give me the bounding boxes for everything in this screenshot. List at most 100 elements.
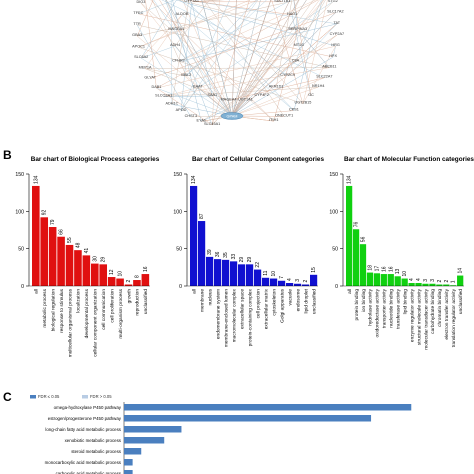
- network-edge: [185, 0, 293, 16]
- category-label: enzyme regulator activity: [409, 288, 415, 342]
- data-label: 76: [354, 221, 360, 227]
- bar: [387, 274, 394, 286]
- bar: [401, 278, 408, 286]
- data-label: 92: [42, 210, 48, 216]
- category-label: cellular component organization: [93, 289, 99, 357]
- network-edge: [231, 0, 307, 117]
- network-node-label: SLC6A2: [134, 55, 148, 59]
- data-label: 29: [239, 257, 245, 263]
- network-node-label: GC: [308, 93, 314, 97]
- bar: [380, 274, 387, 286]
- category-label: vacuole: [287, 289, 293, 306]
- data-label: 29: [101, 257, 107, 263]
- network-edges: [136, 0, 338, 126]
- bar: [32, 185, 40, 286]
- bar: [415, 283, 422, 286]
- category-label: cell projection: [255, 289, 261, 319]
- category-label: extracellular space: [239, 289, 245, 329]
- network-edge: [153, 0, 233, 117]
- network-edge: [231, 0, 272, 117]
- bar: [230, 261, 238, 286]
- network-node-label: GBA3: [132, 33, 142, 37]
- network-node-label: ONECUT1: [275, 113, 293, 117]
- bar: [124, 448, 142, 455]
- bar: [422, 283, 429, 286]
- category-label: macromolecular complex: [231, 288, 237, 342]
- data-label: 33: [231, 254, 237, 260]
- bar: [238, 264, 246, 286]
- data-label: 10: [118, 271, 124, 277]
- category-label: metabolic process: [42, 288, 48, 327]
- network-edge: [145, 68, 187, 77]
- bar: [74, 250, 82, 286]
- network-edge: [156, 87, 213, 126]
- network-edge: [180, 0, 259, 112]
- network-edge: [178, 0, 292, 62]
- y-tick-label: 150: [15, 172, 24, 178]
- network-edge: [302, 0, 328, 104]
- network-edge: [144, 14, 183, 69]
- network-edge: [231, 23, 337, 117]
- network-edge: [141, 14, 183, 59]
- data-label: 1: [451, 280, 457, 283]
- network-node-label: UGT1A1: [238, 97, 253, 101]
- category-label: endosome: [295, 289, 301, 312]
- network-edge: [138, 47, 303, 104]
- network-node-label: HAO1: [287, 12, 297, 16]
- bar: [294, 283, 302, 286]
- category-label: carbohydrate binding: [430, 289, 436, 334]
- network-edge: [201, 0, 233, 117]
- bar: [429, 283, 436, 286]
- network-edge: [186, 75, 233, 117]
- data-label: 35: [223, 252, 229, 258]
- data-label: 29: [247, 257, 253, 263]
- network-node-label: AKR1D1: [269, 85, 284, 89]
- network-node-label: C8A: [292, 59, 300, 63]
- network-node-label: SLC22A7: [316, 75, 332, 79]
- category-label: unclassified: [458, 289, 464, 314]
- network-node-label: GLYAT: [144, 76, 156, 80]
- network-edge: [273, 29, 298, 122]
- category-label: cell communication: [101, 289, 107, 330]
- data-label: 8: [134, 275, 140, 278]
- category-label: all: [34, 289, 40, 294]
- network-node-label: HPX: [329, 54, 337, 58]
- category-label: cytoskeleton: [271, 289, 277, 316]
- network-edge: [197, 87, 233, 117]
- bar: [346, 185, 353, 286]
- category-label: multi-organism process: [118, 288, 124, 338]
- bar: [206, 256, 214, 286]
- data-label: 10: [402, 271, 408, 277]
- category-label: ion binding: [361, 289, 367, 313]
- data-label: 15: [311, 267, 317, 273]
- bar: [246, 264, 254, 286]
- bar: [48, 227, 57, 286]
- bar: [310, 274, 318, 286]
- category-label: protein binding: [354, 289, 360, 321]
- network-edge: [163, 61, 296, 97]
- category-label: lipid droplet: [303, 288, 309, 313]
- category-label: lipid binding: [402, 289, 408, 315]
- bar-chart-2: Bar chart of Cellular Component categori…: [173, 156, 324, 347]
- network-edge: [185, 0, 295, 111]
- network-edge: [136, 24, 192, 118]
- data-label: 10: [271, 271, 277, 277]
- network-node-label: TFEC: [133, 11, 143, 15]
- network-edge: [159, 0, 233, 117]
- y-tick-label: 50: [176, 247, 182, 253]
- panel-letter-c: C: [3, 390, 12, 404]
- data-label: 66: [59, 229, 65, 235]
- network-edge: [231, 29, 298, 117]
- category-label: chromatin binding: [437, 289, 443, 327]
- network-edge: [186, 0, 267, 77]
- network-edge: [171, 0, 190, 105]
- chart-title: Bar chart of Molecular Function categori…: [344, 156, 474, 163]
- category-label: all: [347, 289, 353, 294]
- data-label: 2: [303, 280, 309, 283]
- panel-letter-b: B: [3, 148, 12, 162]
- network-edge: [332, 46, 336, 58]
- network-edge: [150, 0, 274, 122]
- bar: [366, 272, 374, 286]
- data-label: 55: [67, 237, 73, 243]
